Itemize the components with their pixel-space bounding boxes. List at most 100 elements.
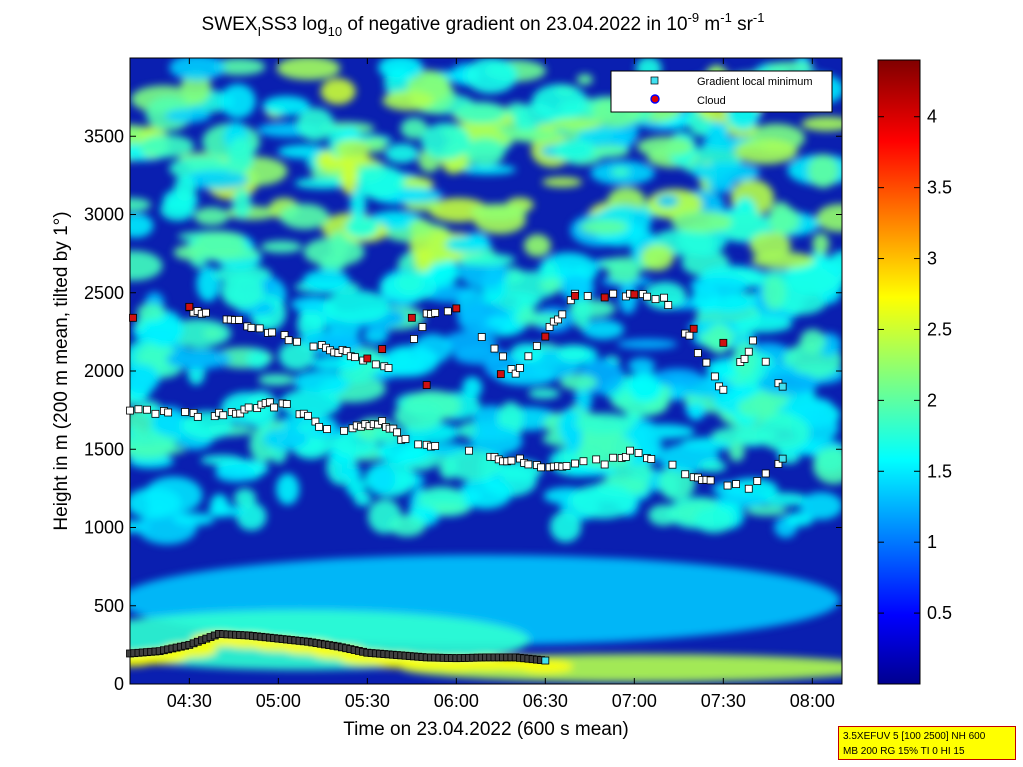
- gradient-minimum-marker: [181, 408, 189, 416]
- heatmap-cell: [734, 138, 798, 165]
- gradient-minimum-marker: [651, 295, 660, 304]
- heatmap-cell: [582, 319, 625, 340]
- heatmap-cell: [262, 96, 311, 116]
- cloud-marker: [185, 302, 194, 311]
- gradient-minimum-marker: [694, 349, 702, 358]
- heatmap-cell: [706, 323, 733, 354]
- heatmap-cell: [336, 467, 363, 478]
- heatmap-cell: [553, 139, 596, 162]
- gradient-minimum-marker: [740, 355, 749, 363]
- gradient-minimum-marker: [626, 446, 634, 455]
- gradient-minimum-marker: [410, 335, 418, 343]
- gradient-minimum-marker: [664, 301, 673, 309]
- gradient-minimum-marker: [143, 405, 151, 414]
- gradient-minimum-marker: [477, 333, 486, 341]
- heatmap-cell: [592, 144, 630, 158]
- y-tick-label: 3000: [84, 205, 124, 225]
- heatmap-cell: [174, 174, 197, 201]
- colorbar-tick-label: 3.5: [927, 178, 952, 198]
- heatmap-cell: [693, 162, 760, 183]
- legend-marker-circle: [650, 94, 660, 104]
- gradient-minimum-marker: [490, 344, 499, 353]
- heatmap-cell: [160, 198, 196, 221]
- gradient-minimum-marker: [723, 481, 732, 490]
- heatmap-cell: [196, 231, 246, 259]
- legend-label-cloud: Cloud: [697, 95, 726, 107]
- heatmap-cell: [213, 265, 272, 284]
- y-tick-label: 2000: [84, 361, 124, 381]
- gradient-minimum-marker: [340, 426, 348, 435]
- gradient-minimum-marker: [647, 455, 656, 463]
- x-axis: 04:30 05:00 05:30 06:00 06:30 07:00 07:30 08:00: [167, 58, 835, 711]
- heatmap-cell: [227, 136, 254, 174]
- legend: Gradient local minimum Cloud: [610, 70, 833, 113]
- heatmap-cell: [408, 218, 433, 237]
- colorbar-tick-label: 2.5: [927, 319, 952, 339]
- gradient-minimum-marker: [566, 296, 575, 305]
- heatmap-cell: [290, 296, 333, 313]
- gradient-minimum-marker: [710, 372, 719, 381]
- gradient-minimum-marker: [774, 460, 783, 468]
- gradient-minimum-marker: [507, 365, 516, 373]
- heatmap-cell: [559, 374, 598, 391]
- heatmap-cell: [699, 460, 727, 473]
- x-tick-label: 06:30: [523, 691, 568, 711]
- processing-info-box: 3.5XEFUV 5 [100 2500] NH 600 MB 200 RG 1…: [838, 726, 1016, 760]
- x-tick-label: 08:00: [790, 691, 835, 711]
- gradient-minimum-marker: [384, 364, 393, 372]
- heatmap-cell: [276, 58, 341, 80]
- heatmap-cell: [728, 441, 745, 462]
- heatmap-cell: [130, 197, 152, 212]
- gradient-minimum-marker: [431, 308, 440, 317]
- heatmap-cell: [280, 203, 330, 230]
- x-axis-label: Time on 23.04.2022 (600 s mean): [343, 719, 629, 740]
- gradient-minimum-marker: [702, 358, 711, 367]
- colorbar-tick-label: 4: [927, 107, 937, 127]
- heatmap-cell: [139, 134, 195, 158]
- heatmap-cell: [765, 61, 815, 74]
- heatmap-cell: [354, 165, 405, 199]
- heatmap-cell: [470, 426, 523, 456]
- heatmap-cell: [762, 275, 786, 310]
- heatmap-cell: [212, 58, 266, 76]
- x-tick-label: 05:30: [345, 691, 390, 711]
- heatmap-cell: [464, 58, 518, 94]
- heatmap-cell: [636, 136, 693, 157]
- colorbar-tick-label: 1: [927, 532, 937, 552]
- gradient-minimum-marker: [418, 323, 427, 331]
- cloud-marker: [541, 332, 550, 341]
- gradient-minimum-marker: [609, 289, 618, 298]
- gradient-minimum-marker: [537, 463, 545, 472]
- gradient-minimum-marker: [270, 403, 278, 412]
- heatmap-cell: [207, 505, 245, 517]
- x-tick-label: 06:00: [434, 691, 479, 711]
- gradient-minimum-marker: [236, 409, 245, 418]
- heatmap-cell: [549, 511, 582, 543]
- gradient-minimum-marker: [706, 476, 715, 485]
- gradient-minimum-marker: [753, 477, 762, 485]
- gradient-minimum-marker: [749, 336, 757, 345]
- y-axis: 0 500 1000 1500 2000 2500 3000 3500: [84, 126, 842, 694]
- heatmap-cell: [302, 269, 350, 292]
- heatmap-cell: [194, 207, 229, 226]
- chart-title: SWEXISS3 log10 of negative gradient on 2…: [202, 10, 765, 39]
- gradient-minimum-marker: [744, 347, 753, 356]
- gradient-minimum-marker: [189, 408, 198, 417]
- heatmap-cell: [539, 278, 567, 292]
- gradient-minimum-marker: [255, 324, 264, 333]
- heatmap-cell: [130, 487, 182, 519]
- heatmap-cell: [345, 216, 379, 238]
- gradient-minimum-marker: [201, 308, 210, 317]
- cloud-marker: [378, 345, 387, 353]
- heatmap-cell: [687, 402, 706, 420]
- gradient-minimum-marker: [465, 446, 473, 455]
- heatmap-cell: [246, 349, 270, 370]
- heatmap-cell: [459, 164, 517, 175]
- gradient-minimum-marker: [511, 369, 520, 378]
- heatmap-cell: [393, 401, 444, 431]
- gradient-minimum-marker: [554, 315, 562, 324]
- heatmap-cell: [458, 253, 516, 267]
- heatmap-cell: [523, 234, 552, 257]
- heatmap-cell: [510, 312, 564, 326]
- colorbar-tick-label: 1.5: [927, 461, 952, 481]
